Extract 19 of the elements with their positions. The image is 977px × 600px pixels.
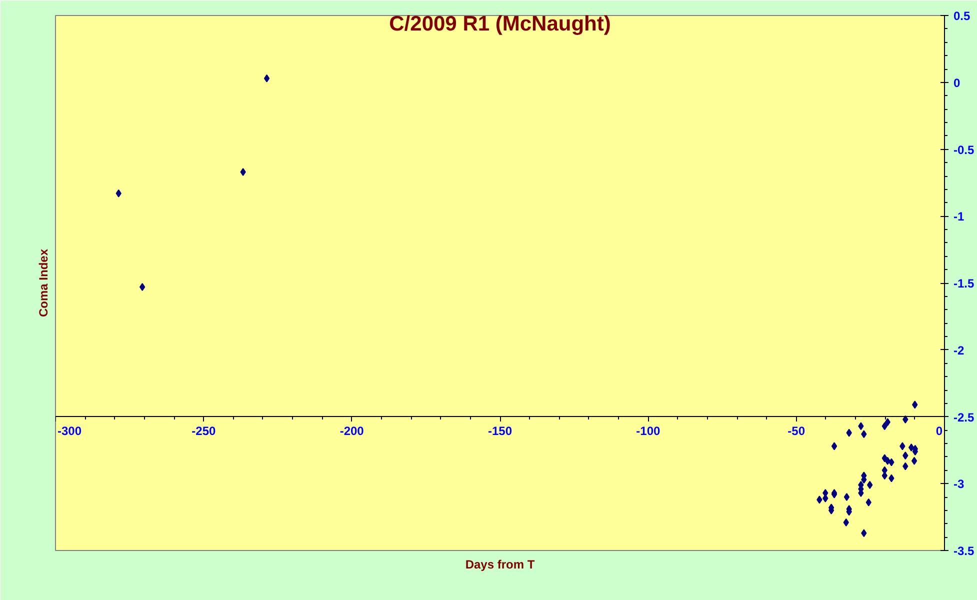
x-axis-title: Days from T bbox=[465, 558, 536, 572]
y-axis-title: Coma Index bbox=[36, 248, 50, 318]
y-tick-label: -1 bbox=[954, 210, 964, 224]
x-tick-label: -150 bbox=[488, 424, 512, 438]
y-tick-label: -3.5 bbox=[954, 544, 975, 558]
x-tick-label: -200 bbox=[340, 424, 364, 438]
x-tick-label: -300 bbox=[58, 424, 82, 438]
chart-title: C/2009 R1 (McNaught) bbox=[389, 12, 611, 36]
y-tick-label: -1.5 bbox=[954, 276, 975, 290]
y-tick-label: -2 bbox=[954, 343, 964, 358]
y-tick-label: 0.5 bbox=[954, 9, 971, 23]
y-tick-label: 0 bbox=[954, 76, 960, 90]
y-tick-label: -0.5 bbox=[954, 142, 975, 157]
x-tick-label: 0 bbox=[936, 424, 943, 438]
x-tick-label: -250 bbox=[192, 424, 216, 438]
x-tick-label: -50 bbox=[788, 424, 806, 438]
y-tick-label: -3 bbox=[954, 477, 964, 492]
x-tick-label: -100 bbox=[636, 424, 660, 438]
y-tick-label: -2.5 bbox=[954, 410, 975, 424]
